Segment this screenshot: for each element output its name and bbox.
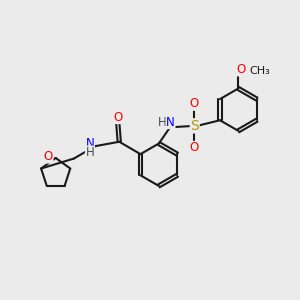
Text: S: S bbox=[190, 119, 199, 133]
Text: O: O bbox=[44, 150, 53, 163]
Text: N: N bbox=[166, 116, 175, 128]
Text: CH₃: CH₃ bbox=[250, 66, 270, 76]
Text: H: H bbox=[85, 146, 94, 159]
Text: O: O bbox=[190, 141, 199, 154]
Text: H: H bbox=[158, 116, 166, 128]
Text: O: O bbox=[190, 97, 199, 110]
Text: O: O bbox=[236, 63, 245, 76]
Text: O: O bbox=[113, 110, 122, 124]
Text: N: N bbox=[85, 137, 94, 150]
